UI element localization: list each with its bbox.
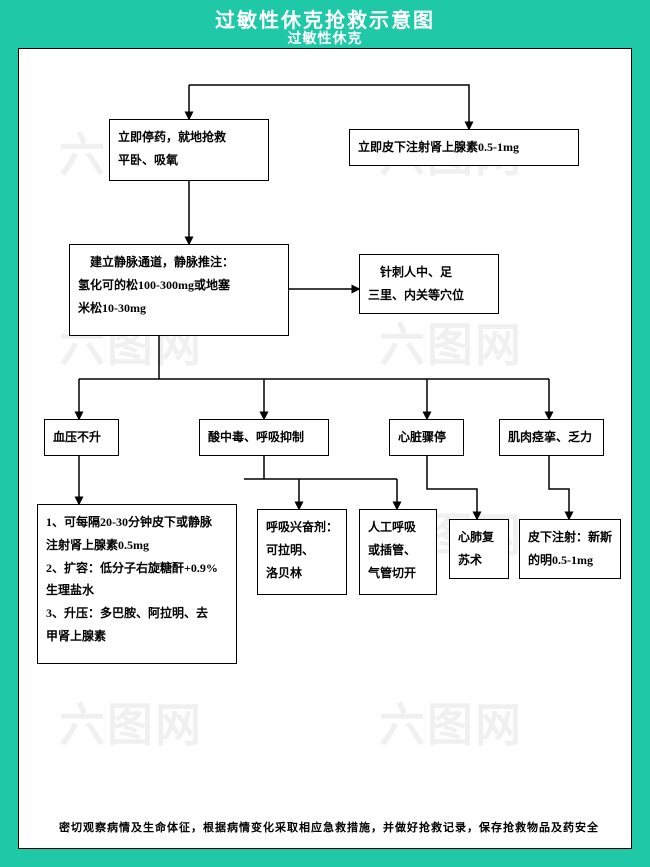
flow-node-n13: 皮下注射：新斯 的明0.5-1mg xyxy=(519,519,621,579)
page-subtitle: 过敏性休克 xyxy=(0,28,650,48)
flow-node-n7: 心脏骤停 xyxy=(389,419,464,456)
flow-node-n2: 立即皮下注射肾上腺素0.5-1mg xyxy=(349,129,579,166)
watermark: 六图网 xyxy=(379,309,523,375)
flow-edge xyxy=(549,453,569,519)
flow-node-n6: 酸中毒、呼吸抑制 xyxy=(199,419,329,456)
flow-node-n11: 人工呼吸 或插管、 气管切开 xyxy=(359,509,437,595)
watermark: 六图网 xyxy=(379,689,523,755)
flow-node-n8: 肌肉痉挛、乏力 xyxy=(499,419,604,456)
flow-node-n4: 针刺人中、足 三里、内关等穴位 xyxy=(359,254,499,314)
flow-node-n3: 建立静脉通道，静脉推注： 氢化可的松100-300mg或地塞 米松10-30mg xyxy=(69,244,289,336)
footer-note: 密切观察病情及生命体征，根据病情变化采取相应急救措施，并做好抢救记录，保存抢救物… xyxy=(59,819,599,835)
flow-node-n12: 心肺复 苏术 xyxy=(449,519,509,579)
watermark: 六图网 xyxy=(59,689,203,755)
inner-frame: 六图网六图网六图网六图网六图网六图网六图网六图网立即停药，就地抢救 平卧、吸氧立… xyxy=(18,48,632,849)
flowchart-canvas: 六图网六图网六图网六图网六图网六图网六图网六图网立即停药，就地抢救 平卧、吸氧立… xyxy=(19,49,631,848)
flow-node-n5: 血压不升 xyxy=(44,419,119,456)
flow-node-n9: 1、可每隔20-30分钟皮下或静脉 注射肾上腺素0.5mg 2、扩容：低分子右旋… xyxy=(37,504,237,664)
flow-node-n10: 呼吸兴奋剂： 可拉明、 洛贝林 xyxy=(257,509,347,595)
flow-node-n1: 立即停药，就地抢救 平卧、吸氧 xyxy=(109,119,269,181)
outer-frame: 过敏性休克抢救示意图 过敏性休克 六图网六图网六图网六图网六图网六图网六图网六图… xyxy=(0,0,650,867)
